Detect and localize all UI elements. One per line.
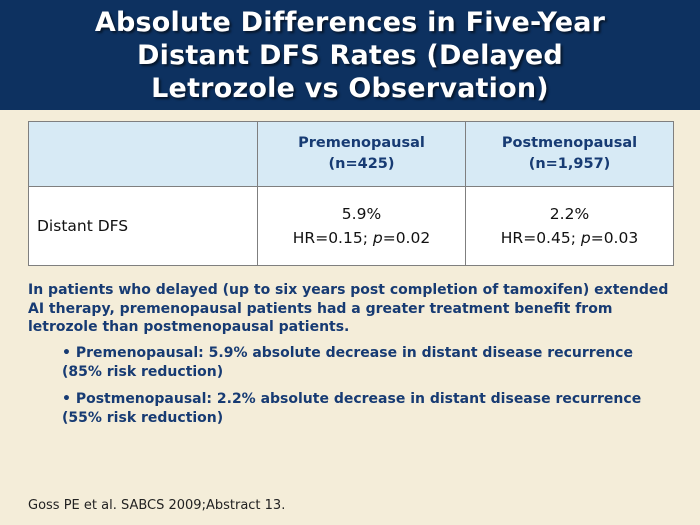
postmenopausal-hr: HR=0.45; <box>500 229 581 247</box>
cell-postmenopausal: 2.2% HR=0.45; p=0.03 <box>465 186 674 266</box>
postmenopausal-label: Postmenopausal <box>501 135 638 151</box>
premenopausal-hr: HR=0.15; <box>292 229 373 247</box>
premenopausal-label: Premenopausal <box>298 135 425 151</box>
title-bar: Absolute Differences in Five-Year Distan… <box>0 0 700 110</box>
slide-title: Absolute Differences in Five-Year Distan… <box>95 6 605 105</box>
summary-text: In patients who delayed (up to six years… <box>28 282 669 335</box>
results-table: Premenopausal (n=425) Postmenopausal (n=… <box>28 121 674 266</box>
postmenopausal-p-symbol: p <box>580 229 591 247</box>
bullet-premenopausal: • Premenopausal: 5.9% absolute decrease … <box>62 345 633 380</box>
table-header-postmenopausal: Postmenopausal (n=1,957) <box>465 121 674 187</box>
row-label-distant-dfs: Distant DFS <box>28 186 258 266</box>
bullet-list: • Premenopausal: 5.9% absolute decrease … <box>62 344 674 436</box>
premenopausal-p-value: =0.02 <box>382 229 431 247</box>
title-line-2: Distant DFS Rates (Delayed <box>137 39 563 71</box>
table-header-row: Premenopausal (n=425) Postmenopausal (n=… <box>28 121 674 187</box>
citation: Goss PE et al. SABCS 2009;Abstract 13. <box>28 498 286 513</box>
postmenopausal-n: (n=1,957) <box>528 156 611 172</box>
table-header-empty <box>28 121 258 187</box>
postmenopausal-p-value: =0.03 <box>590 229 639 247</box>
title-line-3: Letrozole vs Observation) <box>151 72 549 104</box>
premenopausal-n: (n=425) <box>328 156 395 172</box>
cell-premenopausal: 5.9% HR=0.15; p=0.02 <box>257 186 466 266</box>
title-line-1: Absolute Differences in Five-Year <box>94 6 606 38</box>
bullet-postmenopausal: • Postmenopausal: 2.2% absolute decrease… <box>62 391 642 426</box>
table-row: Distant DFS 5.9% HR=0.15; p=0.02 2.2% HR… <box>28 186 674 266</box>
premenopausal-p-symbol: p <box>372 229 383 247</box>
premenopausal-value: 5.9% <box>341 205 382 223</box>
table-header-premenopausal: Premenopausal (n=425) <box>257 121 466 187</box>
postmenopausal-value: 2.2% <box>549 205 590 223</box>
